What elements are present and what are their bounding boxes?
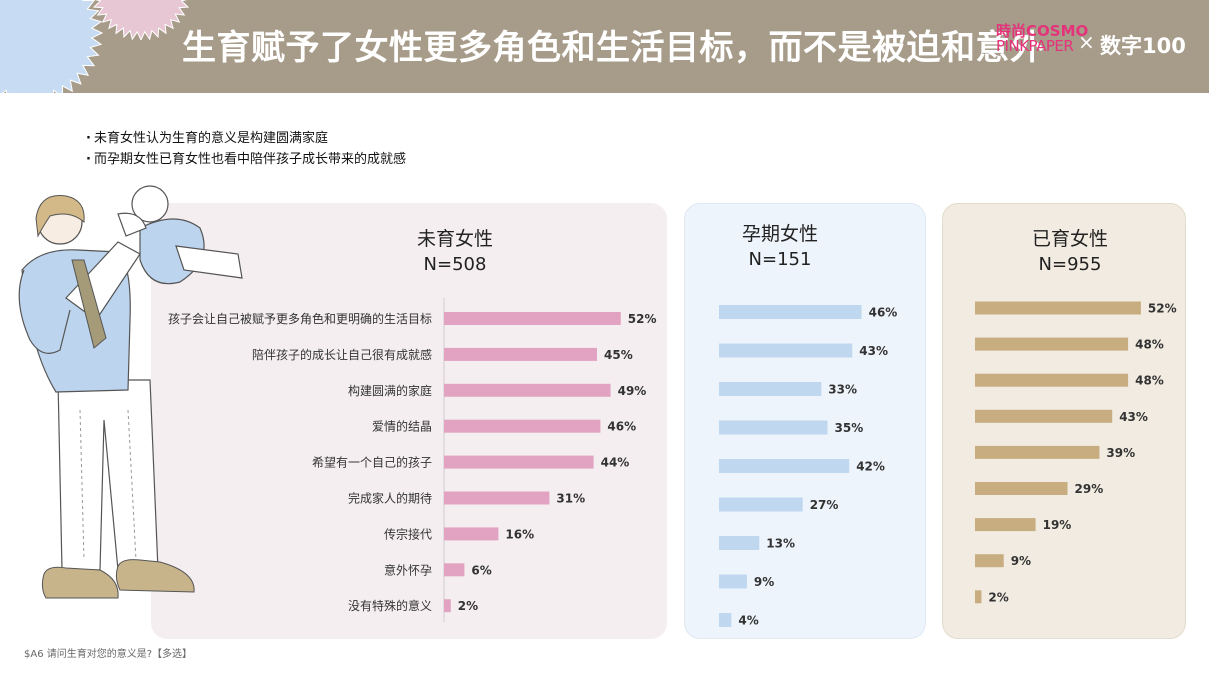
page-title: 生育赋予了女性更多角色和生活目标，而不是被迫和意外 bbox=[182, 28, 1045, 68]
value-label-mother-5: 39% bbox=[1106, 446, 1135, 460]
bar-mother-9 bbox=[975, 590, 982, 604]
value-label-mother-3: 48% bbox=[1135, 374, 1164, 388]
category-label-4: 爱情的结晶 bbox=[372, 419, 432, 434]
cosmo-logo-line2: PINKPAPER bbox=[996, 37, 1074, 55]
question-footnote: $A6 请问生育对您的意义是?【多选】 bbox=[24, 649, 193, 660]
bar-pregnant-5 bbox=[719, 459, 850, 473]
bar-nullipara-6 bbox=[444, 491, 550, 505]
value-label-mother-9: 2% bbox=[988, 590, 1008, 604]
value-label-pregnant-6: 27% bbox=[810, 498, 839, 512]
category-label-9: 没有特殊的意义 bbox=[348, 598, 432, 613]
bar-pregnant-6 bbox=[719, 497, 803, 512]
decor-burst-pink bbox=[92, 0, 190, 40]
category-label-8: 意外怀孕 bbox=[384, 562, 432, 577]
bar-mother-8 bbox=[975, 554, 1004, 568]
category-label-3: 构建圆满的家庭 bbox=[348, 383, 432, 398]
finding-2: 而孕期女性已育女性也看中陪伴孩子成长带来的成就感 bbox=[86, 149, 406, 170]
cosmo-logo: 時尚COSMO PINKPAPER bbox=[996, 24, 1088, 54]
bar-pregnant-1 bbox=[719, 305, 862, 319]
value-label-mother-2: 48% bbox=[1135, 338, 1164, 352]
series-n-pregnant: N=151 bbox=[748, 249, 812, 270]
bar-pregnant-7 bbox=[719, 536, 760, 550]
value-label-nullipara-9: 2% bbox=[458, 599, 478, 613]
category-label-7: 传宗接代 bbox=[384, 526, 432, 541]
value-label-pregnant-7: 13% bbox=[766, 537, 795, 551]
bar-nullipara-3 bbox=[444, 383, 611, 397]
bar-mother-4 bbox=[975, 409, 1113, 423]
series-name-mother: 已育女性 bbox=[1031, 228, 1108, 250]
value-label-pregnant-2: 43% bbox=[859, 344, 888, 358]
value-label-pregnant-9: 4% bbox=[738, 614, 758, 628]
value-label-nullipara-4: 46% bbox=[607, 420, 636, 434]
bar-mother-1 bbox=[975, 301, 1141, 315]
header-banner: 生育赋予了女性更多角色和生活目标，而不是被迫和意外 時尚COSMO PINKPA… bbox=[0, 0, 1209, 93]
bar-mother-7 bbox=[975, 518, 1036, 532]
value-label-mother-8: 9% bbox=[1011, 554, 1031, 568]
value-label-pregnant-3: 33% bbox=[828, 383, 857, 397]
finding-1: 未育女性认为生育的意义是构建圆满家庭 bbox=[86, 128, 406, 149]
series-title-nullipara: 未育女性 N=508 bbox=[355, 226, 555, 278]
series-n-mother: N=955 bbox=[1038, 254, 1102, 275]
bar-mother-6 bbox=[975, 482, 1068, 495]
value-label-nullipara-2: 45% bbox=[604, 348, 633, 362]
category-label-1: 孩子会让自己被赋予更多角色和更明确的生活目标 bbox=[168, 311, 432, 326]
bar-nullipara-1 bbox=[444, 312, 621, 325]
bar-pregnant-4 bbox=[719, 420, 828, 435]
value-label-pregnant-8: 9% bbox=[754, 575, 774, 589]
bar-mother-3 bbox=[975, 373, 1129, 387]
series-name-pregnant: 孕期女性 bbox=[741, 223, 818, 245]
value-label-mother-4: 43% bbox=[1119, 410, 1148, 424]
value-label-nullipara-5: 44% bbox=[601, 456, 630, 470]
value-label-mother-7: 19% bbox=[1043, 518, 1072, 532]
bar-nullipara-9 bbox=[444, 599, 451, 613]
category-label-2: 陪伴孩子的成长让自己很有成就感 bbox=[252, 347, 432, 362]
bar-pregnant-2 bbox=[719, 343, 853, 358]
bar-nullipara-7 bbox=[444, 527, 499, 541]
value-label-pregnant-1: 46% bbox=[869, 306, 898, 320]
bar-mother-2 bbox=[975, 337, 1129, 351]
value-label-nullipara-3: 49% bbox=[618, 384, 647, 398]
logo-separator: × bbox=[1078, 30, 1095, 54]
bar-nullipara-5 bbox=[444, 455, 594, 469]
bar-mother-5 bbox=[975, 445, 1100, 459]
decor-burst-blue bbox=[0, 0, 104, 93]
series-title-pregnant: 孕期女性 N=151 bbox=[680, 221, 880, 273]
key-findings: 未育女性认为生育的意义是构建圆满家庭 而孕期女性已育女性也看中陪伴孩子成长带来的… bbox=[86, 128, 406, 170]
cosmo-logo-line1: 時尚COSMO bbox=[996, 22, 1089, 40]
father-baby-illustration bbox=[18, 185, 243, 599]
value-label-pregnant-4: 35% bbox=[835, 421, 864, 435]
series-name-nullipara: 未育女性 bbox=[416, 228, 493, 250]
value-label-mother-1: 52% bbox=[1148, 302, 1177, 316]
bar-pregnant-8 bbox=[719, 574, 747, 589]
series-title-mother: 已育女性 N=955 bbox=[970, 226, 1170, 278]
series-n-nullipara: N=508 bbox=[423, 254, 487, 275]
value-label-mother-6: 29% bbox=[1075, 482, 1104, 496]
bar-nullipara-2 bbox=[444, 347, 597, 361]
partner-logo: 数字100 bbox=[1100, 34, 1186, 58]
bar-pregnant-3 bbox=[719, 382, 822, 396]
value-label-nullipara-1: 52% bbox=[628, 312, 657, 326]
value-label-nullipara-6: 31% bbox=[556, 492, 585, 506]
bar-nullipara-8 bbox=[444, 563, 465, 577]
bar-nullipara-4 bbox=[444, 419, 601, 433]
value-label-pregnant-5: 42% bbox=[856, 460, 885, 474]
value-label-nullipara-7: 16% bbox=[505, 527, 534, 541]
value-label-nullipara-8: 6% bbox=[471, 563, 491, 577]
category-label-6: 完成家人的期待 bbox=[348, 491, 432, 506]
category-label-5: 希望有一个自己的孩子 bbox=[312, 455, 432, 470]
bar-pregnant-9 bbox=[719, 613, 732, 627]
